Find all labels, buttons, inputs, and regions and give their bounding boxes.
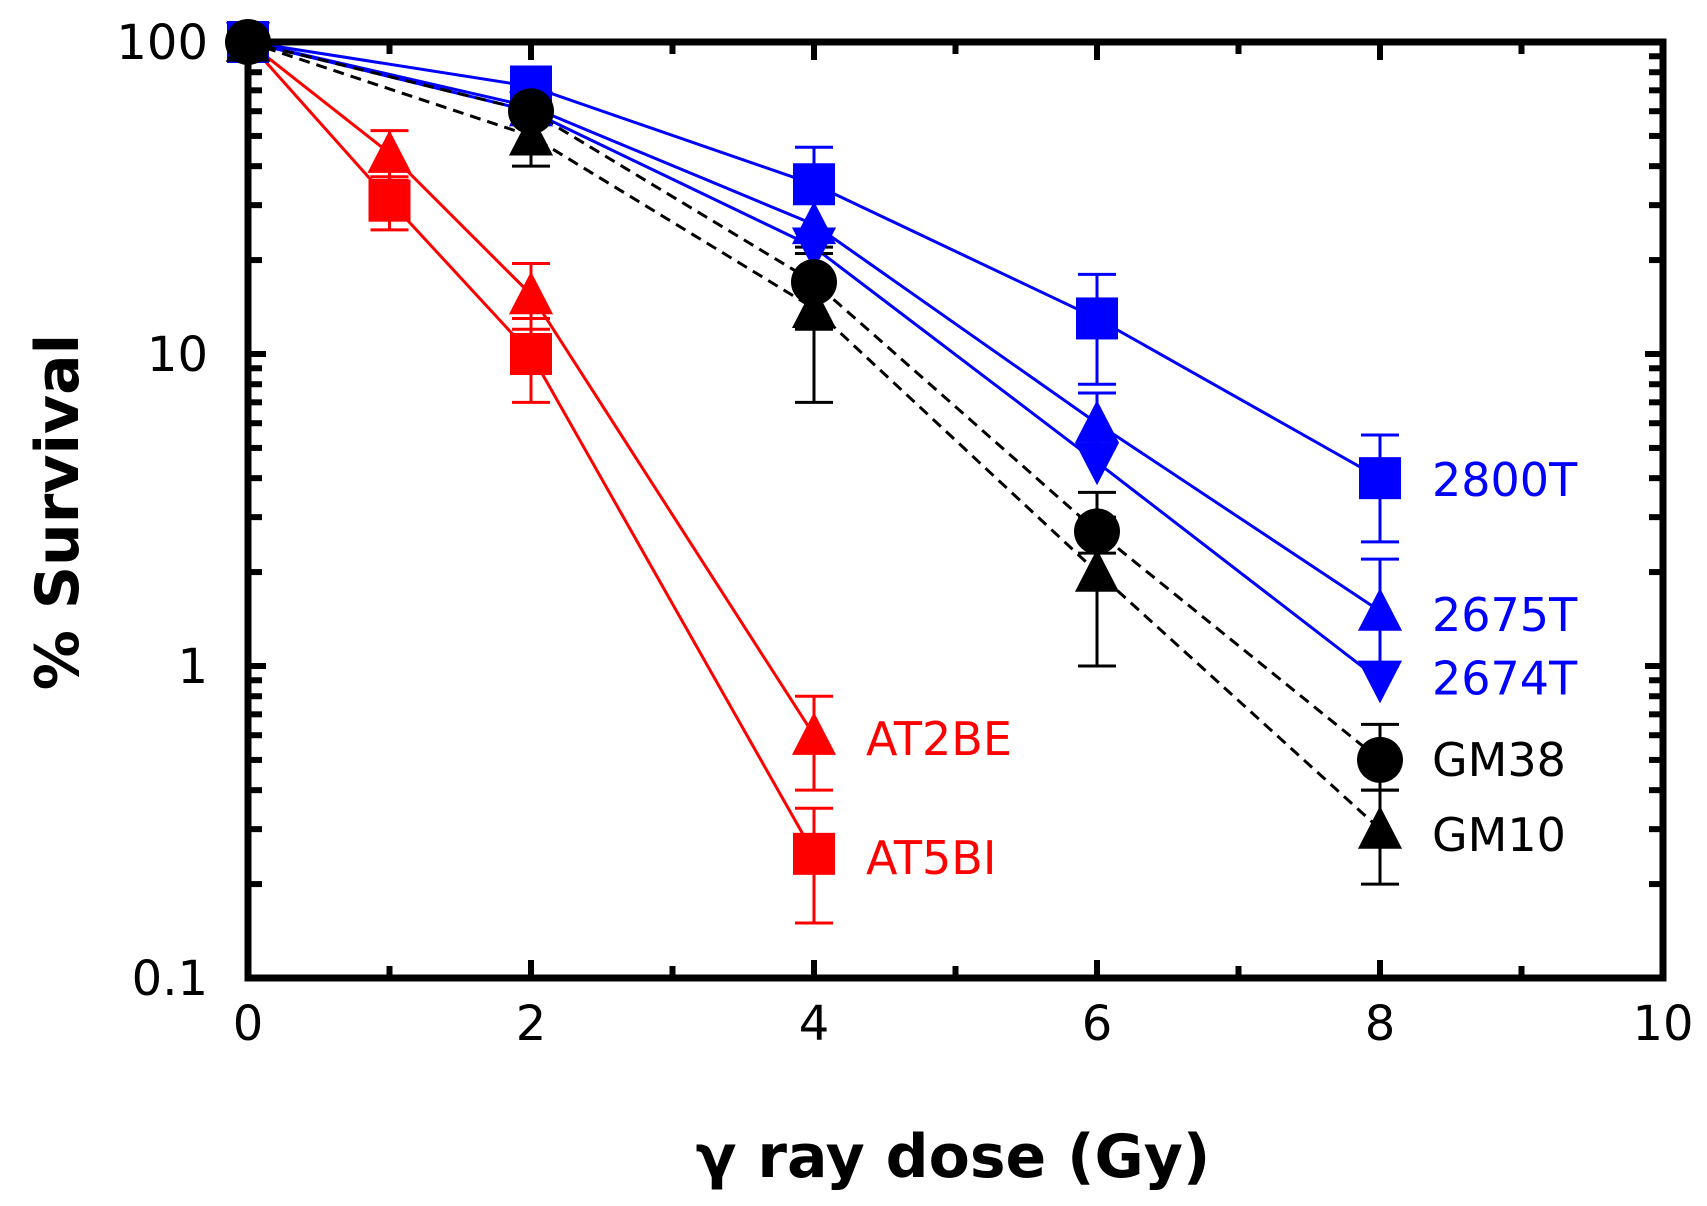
marker-gm38-1 <box>508 88 554 135</box>
marker-2674t-2 <box>791 227 837 271</box>
series-label-2800t: 2800T <box>1432 453 1578 507</box>
marker-2675t-4 <box>1357 587 1403 631</box>
series-line-at2be <box>247 40 816 737</box>
plot-frame <box>244 38 1667 982</box>
x-tick-label: 10 <box>1632 996 1693 1052</box>
marker-2800t-2 <box>793 163 835 206</box>
series-line-gm10 <box>247 40 1382 831</box>
data-markers <box>225 18 1403 875</box>
marker-at2be-1 <box>367 130 412 173</box>
marker-gm38-2 <box>791 259 837 306</box>
y-tick-label: 1 <box>177 639 208 695</box>
x-tick-label: 2 <box>516 996 547 1052</box>
x-tick-label: 8 <box>1365 996 1396 1052</box>
tick-labels: 0 2 4 6 8 10 0.1 1 10 100 <box>116 15 1693 1052</box>
marker-gm10-1 <box>508 112 554 156</box>
series-label-gm10: GM10 <box>1432 808 1566 862</box>
series-label-at2be: AT2BE <box>866 712 1012 766</box>
marker-2674t-3 <box>1074 442 1120 486</box>
marker-gm38-3 <box>1074 508 1120 555</box>
series-label-at5bi: AT5BI <box>866 831 996 885</box>
marker-2800t-4 <box>1359 457 1401 500</box>
marker-2674t-4 <box>1357 660 1403 704</box>
marker-at5bi-2 <box>510 333 552 375</box>
series-label-2674t: 2674T <box>1432 651 1578 705</box>
marker-at2be-3 <box>791 712 837 755</box>
marker-gm10-3 <box>1074 548 1120 592</box>
x-tick-label: 6 <box>1082 996 1113 1052</box>
x-tick-label: 4 <box>799 996 830 1052</box>
marker-at2be-2 <box>508 271 554 315</box>
marker-2675t-3 <box>1074 400 1120 443</box>
series-labels: AT5BI AT2BE 2800T 2675T 2674T GM38 GM10 <box>866 453 1578 885</box>
marker-gm10-2 <box>791 285 837 329</box>
marker-gm10-4 <box>1357 806 1403 849</box>
y-tick-label: 10 <box>147 327 208 383</box>
marker-at5bi-3 <box>793 832 835 875</box>
y-tick-label: 0.1 <box>132 951 208 1007</box>
marker-2800t-3 <box>1076 297 1118 340</box>
x-tick-label: 0 <box>233 996 264 1052</box>
y-axis-title: % Survival <box>23 334 93 690</box>
series-label-gm38: GM38 <box>1432 733 1566 787</box>
series-label-2675t: 2675T <box>1432 588 1578 642</box>
marker-at5bi-1 <box>368 179 411 222</box>
error-bars <box>370 109 1399 925</box>
y-tick-label: 100 <box>116 15 208 71</box>
x-axis-title: γ ray dose (Gy) <box>696 1122 1211 1192</box>
marker-gm38-4 <box>1357 736 1403 783</box>
series-line-at5bi <box>246 41 816 855</box>
